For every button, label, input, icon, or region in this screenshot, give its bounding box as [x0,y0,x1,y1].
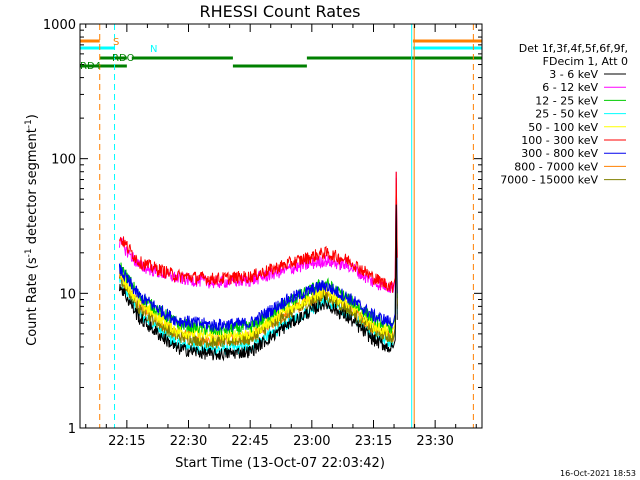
legend-label: 6 - 12 keV [542,81,598,94]
series-line [119,204,398,362]
series-line [119,171,398,293]
legend-label: 100 - 300 keV [521,134,598,147]
annotation-s: S [113,37,119,48]
legend: Det 1f,3f,4f,5f,6f,9f, FDecim 1, Att 0 3… [500,42,628,187]
legend-header-line1: Det 1f,3f,4f,5f,6f,9f, [519,42,628,55]
x-tick-label: 22:15 [108,434,145,449]
x-axis-label: Start Time (13-Oct-07 22:03:42) [175,456,385,471]
legend-label: 3 - 6 keV [549,68,598,81]
series-line [119,188,398,344]
annotation-n: N [150,44,157,55]
x-axis: 22:15 22:30 22:45 23:00 23:15 23:30 [85,24,477,449]
event-markers [99,24,474,428]
series-layer [119,171,398,362]
legend-label: 12 - 25 keV [535,94,598,107]
timestamp: 16-Oct-2021 18:53 [560,469,636,478]
legend-label: 50 - 100 keV [528,121,598,134]
x-tick-label: 22:45 [231,434,268,449]
legend-label: 800 - 7000 keV [514,160,598,173]
legend-label: 300 - 800 keV [521,147,598,160]
x-tick-label: 23:15 [355,434,392,449]
y-tick-label: 100 [51,153,76,168]
x-tick-label: 23:30 [416,434,453,449]
legend-label: 25 - 50 keV [535,108,598,121]
legend-label: 7000 - 15000 keV [500,174,598,187]
annotation-rdo: RDO [112,53,135,64]
x-tick-label: 23:00 [293,434,330,449]
y-axis: 1 10 100 1000 [43,18,482,437]
series-line [119,177,398,333]
annotation-rd4: RD4 [80,61,101,72]
chart-title: RHESSI Count Rates [200,2,361,21]
y-tick-label: 1000 [43,18,76,33]
plot-frame [79,23,483,429]
y-axis-label: Count Rate (s-1 detector segment-1) [24,114,40,346]
legend-header-line2: FDecim 1, Att 0 [543,55,628,68]
attenuator-state-bands [80,39,482,68]
x-tick-label: 22:30 [170,434,207,449]
y-tick-label: 1 [68,422,76,437]
y-tick-label: 10 [59,287,76,302]
